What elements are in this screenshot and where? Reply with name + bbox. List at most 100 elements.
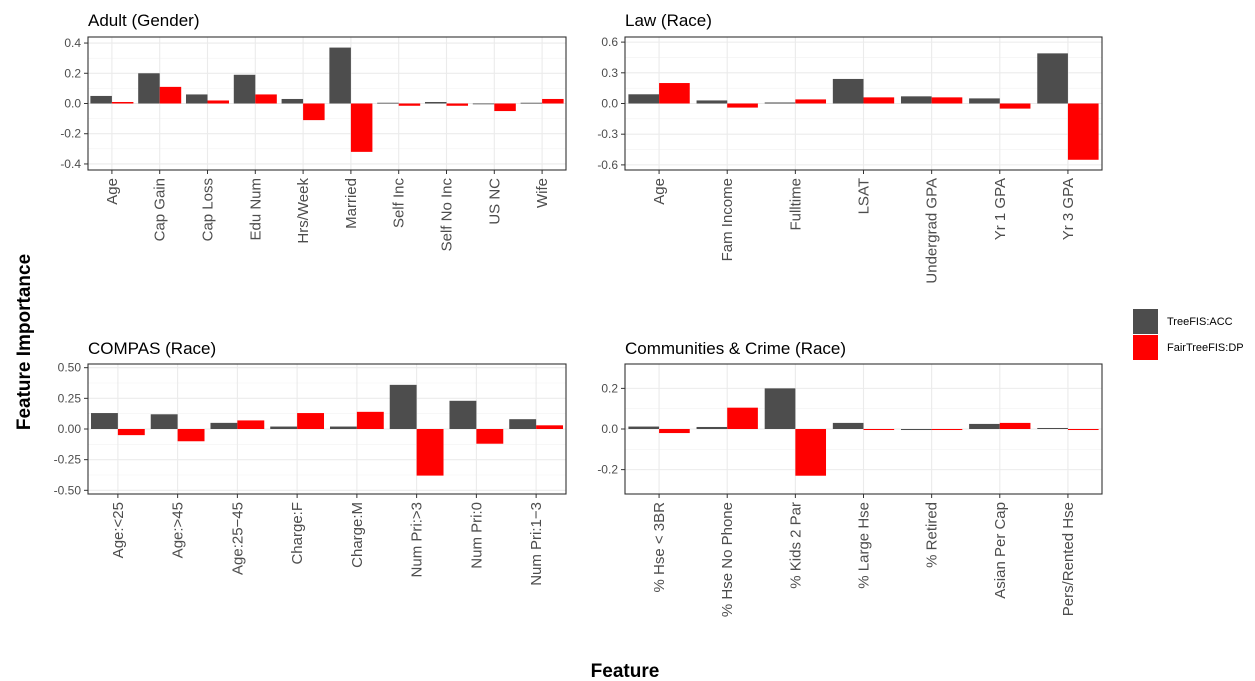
bar-treefis-acc-hrs-week bbox=[281, 98, 304, 104]
x-tick-label: Married bbox=[343, 178, 360, 229]
bar-fairtreefis-dp-wife bbox=[542, 98, 564, 104]
bar-treefis-acc-retired bbox=[900, 429, 932, 431]
bar-fairtreefis-dp-fam-income bbox=[727, 103, 758, 108]
bar-treefis-acc-cap-gain bbox=[138, 73, 160, 104]
bar-fairtreefis-dp-num-pri-1-3 bbox=[536, 425, 564, 429]
legend-key-fairtreefis-dp bbox=[1133, 335, 1158, 360]
bar-fairtreefis-dp-age-45 bbox=[177, 429, 205, 442]
x-tick-label: Self Inc bbox=[391, 178, 408, 229]
bar-fairtreefis-dp-hrs-week bbox=[303, 103, 325, 121]
bar-fairtreefis-dp-num-pri-3 bbox=[416, 429, 444, 476]
bar-treefis-acc-cap-loss bbox=[185, 94, 208, 104]
bar-treefis-acc-edu-num bbox=[233, 74, 256, 104]
bar-fairtreefis-dp-undergrad-gpa bbox=[931, 97, 963, 104]
bar-fairtreefis-dp-us-nc bbox=[494, 103, 516, 112]
y-tick-label: 0.50 bbox=[58, 361, 82, 375]
y-tick-label: 0.00 bbox=[58, 422, 82, 436]
y-tick-label: 0.0 bbox=[601, 422, 618, 436]
x-tick-label: Age:<25 bbox=[110, 502, 127, 558]
bar-treefis-acc-charge-m bbox=[329, 426, 357, 429]
bar-treefis-acc-age-25 bbox=[90, 413, 118, 429]
y-tick-label: 0.0 bbox=[601, 97, 618, 111]
y-tick-label: 0.2 bbox=[601, 381, 618, 395]
bar-fairtreefis-dp-retired bbox=[931, 429, 963, 431]
x-tick-label: Asian Per Cap bbox=[992, 502, 1009, 599]
bar-fairtreefis-dp-cap-gain bbox=[159, 86, 182, 104]
x-tick-label: % Hse No Phone bbox=[719, 502, 736, 617]
y-tick-label: 0.25 bbox=[58, 391, 82, 405]
bar-treefis-acc-lsat bbox=[832, 78, 864, 104]
bar-treefis-acc-fam-income bbox=[696, 100, 728, 104]
bar-fairtreefis-dp-age-25-45 bbox=[237, 420, 265, 429]
bar-fairtreefis-dp-num-pri-0 bbox=[476, 429, 504, 444]
bar-fairtreefis-dp-large-hse bbox=[863, 429, 895, 431]
panel-title: Communities & Crime (Race) bbox=[625, 339, 846, 358]
x-tick-label: Pers/Rented Hse bbox=[1060, 502, 1077, 616]
y-tick-label: -0.4 bbox=[60, 157, 81, 171]
x-axis-title: Feature bbox=[591, 661, 660, 681]
bar-treefis-acc-wife bbox=[520, 102, 543, 104]
y-tick-label: -0.6 bbox=[597, 158, 618, 172]
legend-label-fairtreefis-dp: FairTreeFIS:DP bbox=[1167, 342, 1244, 354]
bar-treefis-acc-num-pri-1-3 bbox=[509, 419, 537, 429]
bar-treefis-acc-charge-f bbox=[270, 426, 298, 429]
bar-treefis-acc-age bbox=[90, 95, 112, 104]
x-tick-label: Age bbox=[104, 178, 121, 205]
y-tick-label: -0.25 bbox=[54, 453, 82, 467]
bar-fairtreefis-dp-age bbox=[659, 83, 690, 104]
bar-fairtreefis-dp-cap-loss bbox=[207, 100, 230, 104]
x-tick-label: LSAT bbox=[856, 178, 873, 214]
bar-fairtreefis-dp-age-25 bbox=[117, 429, 145, 436]
bar-treefis-acc-age-45 bbox=[150, 414, 178, 429]
bar-treefis-acc-us-nc bbox=[472, 103, 495, 105]
panel-title: Adult (Gender) bbox=[88, 11, 200, 30]
y-tick-label: -0.50 bbox=[54, 483, 82, 497]
x-tick-label: % Retired bbox=[924, 502, 941, 568]
y-tick-label: 0.6 bbox=[601, 35, 618, 49]
x-tick-label: Num Pri:0 bbox=[468, 502, 485, 569]
bar-fairtreefis-dp-self-no-inc bbox=[446, 103, 469, 106]
x-tick-label: US NC bbox=[486, 178, 503, 225]
bar-fairtreefis-dp-self-inc bbox=[398, 103, 421, 106]
x-tick-label: % Hse < 3BR bbox=[651, 502, 668, 593]
panel-law-race: Law (Race) -0.6 -0.3 0.0 0.3 0.6 Age Fam Income… bbox=[597, 11, 1103, 284]
panel-title: COMPAS (Race) bbox=[88, 339, 216, 358]
panel-communities-crime-race: Communities & Crime (Race) -0.2 0.0 0.2 % Hs… bbox=[597, 339, 1103, 617]
panel-title: Law (Race) bbox=[625, 11, 712, 30]
legend: TreeFIS:ACC FairTreeFIS:DP bbox=[1133, 309, 1244, 360]
bar-treefis-acc-pers-rented-hse bbox=[1037, 427, 1068, 429]
bar-fairtreefis-dp-edu-num bbox=[255, 94, 277, 104]
bar-treefis-acc-married bbox=[329, 47, 351, 104]
x-tick-label: Fulltime bbox=[787, 178, 804, 231]
bar-fairtreefis-dp-age bbox=[111, 101, 134, 104]
x-tick-label: Cap Gain bbox=[152, 178, 169, 241]
bar-treefis-acc-self-no-inc bbox=[424, 101, 447, 104]
bar-treefis-acc-large-hse bbox=[832, 422, 864, 429]
x-tick-label: % Large Hse bbox=[856, 502, 873, 589]
x-tick-label: Wife bbox=[534, 178, 551, 208]
x-tick-label: Age:>45 bbox=[170, 502, 187, 558]
facet-panels: Adult (Gender) -0.4 -0.2 0.0 0.2 0.4 Age Cap Ga… bbox=[54, 11, 1103, 617]
bar-fairtreefis-dp-kids-2-par bbox=[795, 429, 827, 476]
bar-treefis-acc-hse-3br bbox=[628, 426, 660, 429]
x-tick-label: Charge:M bbox=[349, 502, 366, 568]
x-tick-label: Yr 3 GPA bbox=[1060, 178, 1077, 240]
bar-fairtreefis-dp-married bbox=[350, 103, 373, 152]
y-tick-label: -0.2 bbox=[60, 127, 81, 141]
y-tick-label: 0.3 bbox=[601, 66, 618, 80]
bar-treefis-acc-num-pri-0 bbox=[449, 400, 477, 429]
bar-treefis-acc-age bbox=[628, 94, 660, 104]
bar-treefis-acc-yr-1-gpa bbox=[969, 98, 1000, 104]
bar-treefis-acc-kids-2-par bbox=[764, 388, 796, 429]
x-tick-label: Age:25−45 bbox=[229, 502, 246, 575]
panel-compas-race: COMPAS (Race) -0.50 -0.25 0.00 0.25 0.50 Age:<… bbox=[54, 339, 567, 586]
bar-treefis-acc-asian-per-cap bbox=[969, 423, 1000, 429]
x-tick-label: Edu Num bbox=[247, 178, 264, 241]
x-tick-label: Undergrad GPA bbox=[924, 178, 941, 284]
bar-fairtreefis-dp-asian-per-cap bbox=[999, 422, 1031, 429]
legend-key-treefis-acc bbox=[1133, 309, 1158, 334]
bar-treefis-acc-undergrad-gpa bbox=[900, 96, 932, 104]
bar-fairtreefis-dp-hse-no-phone bbox=[727, 407, 758, 429]
bar-treefis-acc-age-25-45 bbox=[210, 422, 238, 429]
